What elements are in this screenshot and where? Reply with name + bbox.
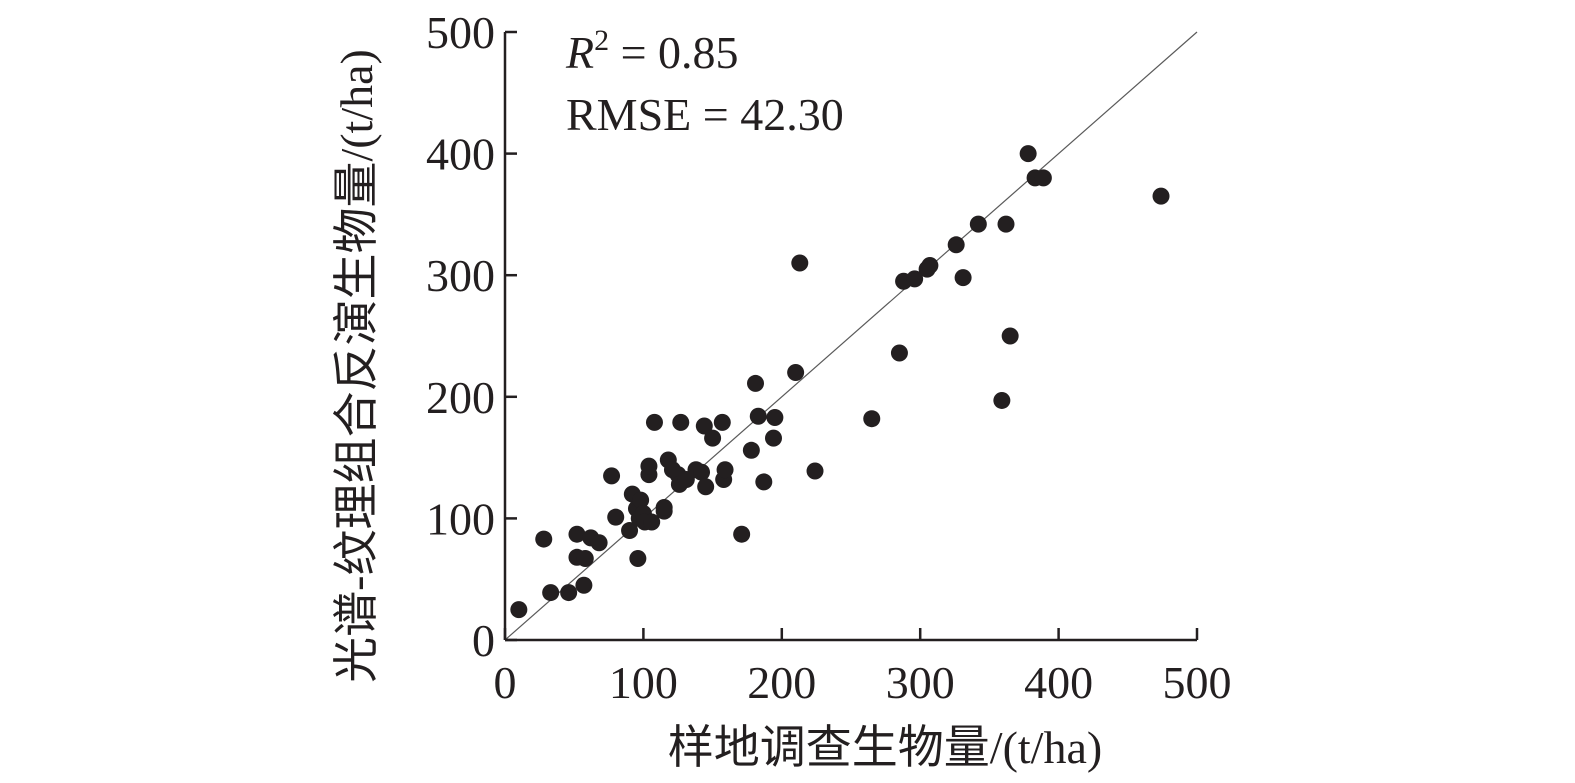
data-point — [575, 576, 593, 594]
data-point — [863, 410, 881, 428]
data-point — [655, 498, 673, 516]
rmse-annotation: RMSE = 42.30 — [566, 89, 844, 140]
data-point — [672, 413, 690, 431]
data-point — [590, 534, 608, 552]
data-points — [510, 145, 1170, 619]
data-point — [603, 467, 621, 485]
x-tick-label: 0 — [494, 657, 517, 708]
data-point — [704, 429, 722, 447]
x-tick-label: 100 — [609, 657, 678, 708]
data-point — [755, 473, 773, 491]
x-axis-title: 样地调查生物量/(t/ha) — [668, 722, 1102, 773]
data-point — [766, 408, 784, 426]
data-point — [890, 344, 908, 362]
r-squared-annotation: R2 = 0.85 — [565, 24, 739, 78]
x-tick-label: 500 — [1163, 657, 1232, 708]
y-tick-label: 300 — [426, 250, 495, 301]
y-tick-label: 500 — [426, 7, 495, 58]
data-point — [1001, 327, 1019, 345]
data-point — [629, 550, 647, 568]
data-point — [621, 522, 639, 540]
data-point — [697, 478, 715, 496]
data-point — [1152, 187, 1170, 205]
data-point — [921, 256, 939, 274]
r2-exponent: 2 — [594, 24, 609, 57]
x-tick-label: 200 — [747, 657, 816, 708]
data-point — [510, 601, 528, 619]
data-point — [1019, 145, 1037, 163]
y-axis-ticks: 0 100 200 300 400 500 — [426, 7, 517, 666]
data-point — [560, 584, 578, 602]
x-axis-ticks: 0 100 200 300 400 500 — [494, 628, 1232, 708]
data-point — [749, 407, 767, 425]
data-point — [542, 584, 560, 602]
data-point — [742, 441, 760, 459]
reference-line-1-to-1 — [504, 31, 1198, 641]
r2-symbol: R — [565, 27, 594, 78]
y-tick-label: 100 — [426, 493, 495, 544]
r2-value: = 0.85 — [609, 27, 738, 78]
y-tick-label: 200 — [426, 372, 495, 423]
data-point — [733, 525, 751, 543]
data-point — [713, 413, 731, 431]
data-point — [906, 270, 924, 288]
data-point — [997, 215, 1015, 233]
data-point — [568, 525, 586, 543]
x-tick-label: 400 — [1024, 657, 1093, 708]
y-axis-title: 光谱-纹理组合反演生物量/(t/ha) — [331, 49, 382, 683]
data-point — [787, 363, 805, 381]
data-point — [693, 463, 711, 481]
plot-area: 0 100 200 300 400 500 0 100 200 300 400 500 — [426, 7, 1232, 708]
data-point — [716, 461, 734, 479]
data-point — [969, 215, 987, 233]
data-point — [747, 374, 765, 392]
data-point — [695, 417, 713, 435]
data-point — [632, 491, 650, 509]
data-point — [576, 550, 594, 568]
data-point — [764, 429, 782, 447]
data-point — [947, 236, 965, 254]
data-point — [643, 513, 661, 531]
data-point — [1034, 169, 1052, 187]
data-point — [806, 462, 824, 480]
data-point — [607, 508, 625, 526]
y-tick-label: 400 — [426, 129, 495, 180]
y-tick-label: 0 — [472, 615, 495, 666]
x-tick-label: 300 — [886, 657, 955, 708]
data-point — [640, 457, 658, 475]
data-point — [993, 391, 1011, 409]
data-point — [535, 530, 553, 548]
data-point — [645, 413, 663, 431]
data-point — [791, 254, 809, 272]
data-point — [954, 269, 972, 287]
